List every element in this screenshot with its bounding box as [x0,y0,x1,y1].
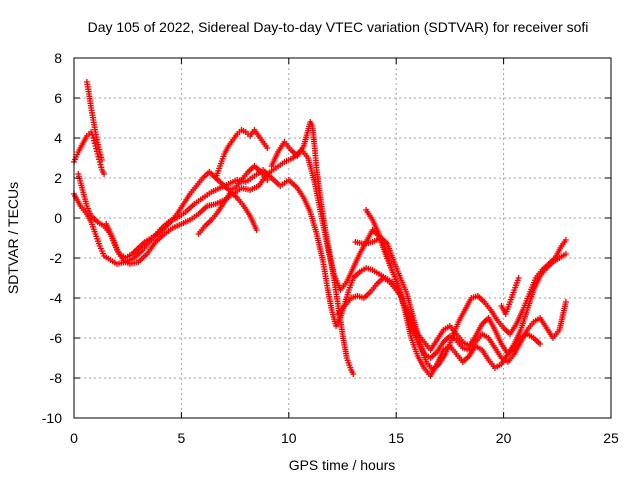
x-tick-label: 20 [496,430,512,446]
data-points [71,79,569,379]
y-tick-label: 4 [54,130,62,146]
series-trace-8 [352,235,569,373]
y-tick-label: 0 [54,210,62,226]
y-tick-label: -2 [50,250,63,266]
data-point [97,151,104,158]
data-point [515,275,522,281]
data-point [96,149,103,155]
y-axis-label: SDTVAR / TECUs [5,182,21,294]
series-trace-6 [212,127,271,181]
x-axis-label: GPS time / hours [289,457,396,473]
y-tick-label: -4 [50,290,63,306]
series-trace-11 [195,189,260,237]
x-tick-label: 15 [388,430,404,446]
data-point [97,161,104,168]
x-tick-label: 25 [603,430,619,446]
series-trace-1 [71,167,569,365]
data-point [264,145,271,151]
data-point [101,171,108,177]
y-tick-label: -8 [50,370,63,386]
data-point [91,140,98,147]
data-point [562,251,569,257]
y-tick-labels: -10 -8 -6 -4 -2 0 2 4 6 8 [42,50,62,426]
series-trace-10 [335,275,406,317]
plot-frame [73,57,612,419]
data-point [350,371,357,377]
y-tick-label: 6 [54,90,62,106]
data-point [91,137,98,144]
data-point [98,164,105,171]
y-tick-label: 2 [54,170,62,186]
series-trace-12 [498,275,522,317]
axis-ticks [73,57,612,419]
x-tick-label: 5 [178,430,186,446]
data-point [562,237,569,243]
data-point [562,299,569,305]
data-point [98,154,105,161]
data-point [537,341,544,347]
x-tick-label: 0 [70,430,78,446]
y-tick-label: -6 [50,330,63,346]
data-point [399,295,406,301]
data-point [90,135,97,141]
y-tick-label: -10 [42,410,62,426]
series-trace-7 [268,119,357,377]
data-point [264,177,271,183]
series-trace-2 [71,129,108,177]
x-tick-label: 10 [281,430,297,446]
x-tick-labels: 0 5 10 15 20 25 [70,430,619,446]
data-point [253,227,260,233]
data-point [98,157,105,163]
series-trace-9 [363,207,544,357]
chart-title: Day 105 of 2022, Sidereal Day-to-day VTE… [88,19,589,35]
series-trace-3 [83,79,105,163]
y-tick-label: 8 [54,50,62,66]
